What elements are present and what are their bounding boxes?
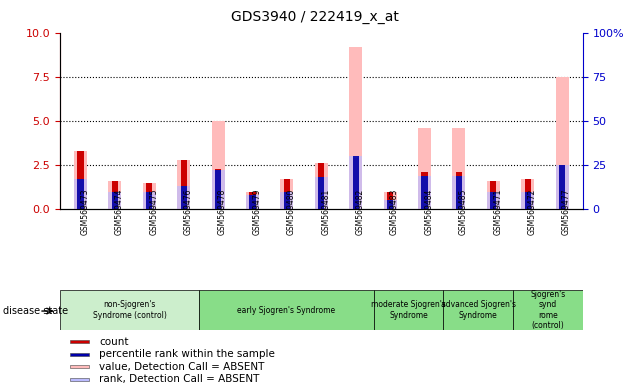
Bar bbox=[71, 340, 89, 343]
Bar bbox=[71, 377, 89, 381]
Text: GDS3940 / 222419_x_at: GDS3940 / 222419_x_at bbox=[231, 10, 399, 23]
Text: GSM569478: GSM569478 bbox=[218, 189, 227, 235]
Text: GSM569484: GSM569484 bbox=[425, 189, 433, 235]
Text: GSM569477: GSM569477 bbox=[562, 189, 571, 235]
Bar bbox=[421, 176, 428, 209]
Bar bbox=[559, 165, 565, 209]
Text: GSM569485: GSM569485 bbox=[459, 189, 468, 235]
Bar bbox=[384, 200, 397, 209]
Bar bbox=[77, 179, 84, 209]
Bar bbox=[280, 192, 294, 209]
Bar bbox=[387, 200, 393, 209]
Text: GSM569480: GSM569480 bbox=[287, 189, 296, 235]
Text: value, Detection Call = ABSENT: value, Detection Call = ABSENT bbox=[99, 361, 265, 372]
Bar bbox=[212, 170, 225, 209]
Text: Sjogren's
synd
rome
(control): Sjogren's synd rome (control) bbox=[530, 290, 566, 330]
Text: GSM569479: GSM569479 bbox=[253, 189, 261, 235]
Bar bbox=[487, 181, 500, 209]
Text: early Sjogren's Syndrome: early Sjogren's Syndrome bbox=[238, 306, 336, 314]
Text: moderate Sjogren's
Syndrome: moderate Sjogren's Syndrome bbox=[371, 300, 446, 320]
Text: GSM569473: GSM569473 bbox=[81, 189, 89, 235]
Text: GSM569481: GSM569481 bbox=[321, 189, 330, 235]
Bar bbox=[71, 353, 89, 356]
Bar bbox=[490, 181, 496, 209]
Bar bbox=[212, 121, 225, 209]
Bar bbox=[556, 77, 569, 209]
Bar bbox=[280, 179, 294, 209]
Bar bbox=[418, 176, 431, 209]
Bar bbox=[215, 169, 221, 209]
Bar bbox=[318, 177, 324, 209]
Bar bbox=[249, 192, 256, 209]
Bar bbox=[177, 160, 190, 209]
Bar bbox=[74, 151, 87, 209]
Bar bbox=[525, 179, 531, 209]
Bar bbox=[315, 163, 328, 209]
Bar bbox=[521, 179, 534, 209]
Bar bbox=[456, 176, 462, 209]
Bar bbox=[146, 192, 152, 209]
Text: count: count bbox=[99, 336, 129, 347]
Bar bbox=[525, 192, 531, 209]
Bar bbox=[353, 156, 359, 209]
Bar bbox=[146, 183, 152, 209]
Text: GSM569471: GSM569471 bbox=[493, 189, 502, 235]
Bar bbox=[418, 128, 431, 209]
Text: GSM569482: GSM569482 bbox=[356, 189, 365, 235]
Bar bbox=[108, 181, 122, 209]
Bar bbox=[444, 290, 513, 330]
Bar bbox=[112, 192, 118, 209]
Bar bbox=[387, 192, 393, 209]
Bar bbox=[452, 176, 466, 209]
Bar bbox=[349, 47, 362, 209]
Text: GSM569472: GSM569472 bbox=[528, 189, 537, 235]
Bar bbox=[246, 192, 259, 209]
Text: rank, Detection Call = ABSENT: rank, Detection Call = ABSENT bbox=[99, 374, 260, 384]
Text: advanced Sjogren's
Syndrome: advanced Sjogren's Syndrome bbox=[440, 300, 516, 320]
Text: non-Sjogren's
Syndrome (control): non-Sjogren's Syndrome (control) bbox=[93, 300, 166, 320]
Bar bbox=[384, 192, 397, 209]
Bar bbox=[143, 183, 156, 209]
Bar bbox=[143, 192, 156, 209]
Bar bbox=[556, 165, 569, 209]
Bar bbox=[559, 165, 565, 209]
Bar bbox=[284, 192, 290, 209]
Bar bbox=[74, 179, 87, 209]
Bar bbox=[487, 192, 500, 209]
Bar bbox=[112, 181, 118, 209]
Bar bbox=[71, 365, 89, 368]
Text: percentile rank within the sample: percentile rank within the sample bbox=[99, 349, 275, 359]
Bar bbox=[60, 290, 199, 330]
Bar bbox=[77, 151, 84, 209]
Text: GSM569474: GSM569474 bbox=[115, 189, 124, 235]
Bar bbox=[456, 172, 462, 209]
Bar bbox=[177, 186, 190, 209]
Text: disease state: disease state bbox=[3, 306, 68, 316]
Bar bbox=[199, 290, 374, 330]
Bar bbox=[249, 195, 256, 209]
Text: GSM569483: GSM569483 bbox=[390, 189, 399, 235]
Bar bbox=[181, 186, 186, 209]
Text: GSM569476: GSM569476 bbox=[184, 189, 193, 235]
Bar bbox=[353, 158, 359, 209]
Bar bbox=[284, 179, 290, 209]
Bar bbox=[108, 192, 122, 209]
Bar bbox=[315, 177, 328, 209]
Bar bbox=[521, 192, 534, 209]
Text: GSM569475: GSM569475 bbox=[149, 189, 158, 235]
Bar bbox=[181, 160, 186, 209]
Bar bbox=[421, 172, 428, 209]
Bar bbox=[246, 195, 259, 209]
Bar bbox=[374, 290, 444, 330]
Bar bbox=[318, 163, 324, 209]
Bar bbox=[513, 290, 583, 330]
Bar bbox=[452, 128, 466, 209]
Bar bbox=[490, 192, 496, 209]
Bar bbox=[349, 156, 362, 209]
Bar bbox=[215, 170, 221, 209]
